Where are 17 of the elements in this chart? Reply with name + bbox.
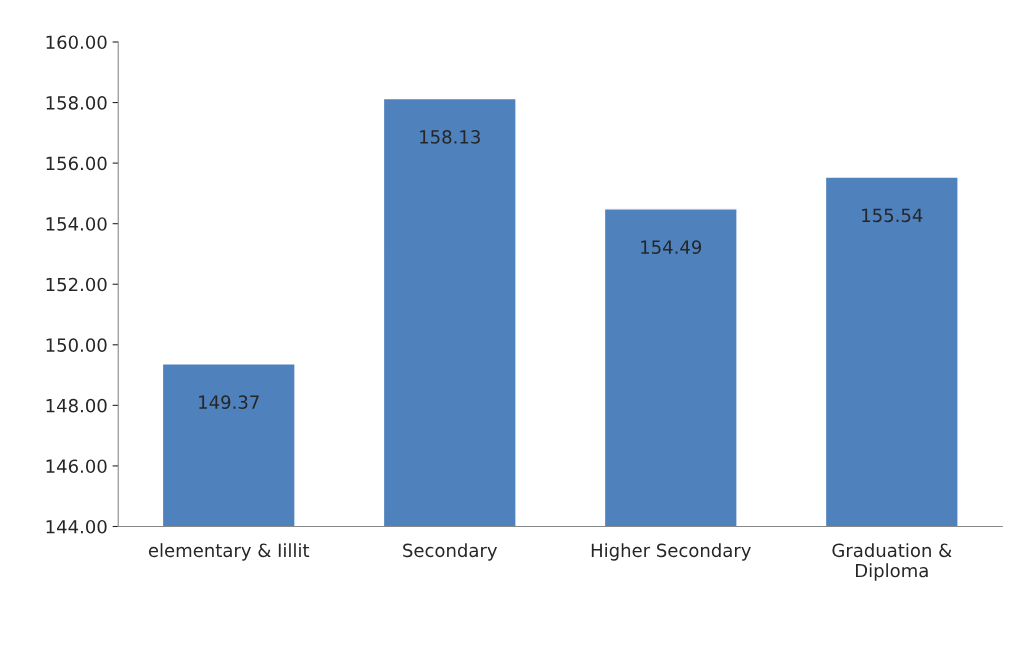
y-tick-label: 146.00	[46, 459, 107, 474]
x-tick-label: Higher Secondary	[591, 543, 751, 561]
y-tick-label: 158.00	[46, 96, 107, 110]
y-tick-label: 160.00	[46, 35, 107, 50]
data-label: 149.37	[199, 395, 259, 409]
y-tick-label: 152.00	[46, 277, 107, 292]
y-tick-label: 156.00	[46, 156, 107, 171]
data-label: 154.49	[641, 240, 702, 254]
y-tick-label: 154.00	[46, 217, 107, 231]
x-tick-label: Graduation & Diploma	[832, 543, 952, 581]
data-label: 155.54	[862, 208, 923, 223]
y-tick-label: 148.00	[46, 398, 107, 413]
data-label: 158.13	[420, 130, 480, 144]
x-tick-label: Secondary	[403, 543, 498, 561]
y-tick-label: 150.00	[46, 338, 107, 352]
y-tick-label: 144.00	[46, 519, 107, 534]
x-tick-label: elementary & Iillit	[148, 543, 310, 561]
